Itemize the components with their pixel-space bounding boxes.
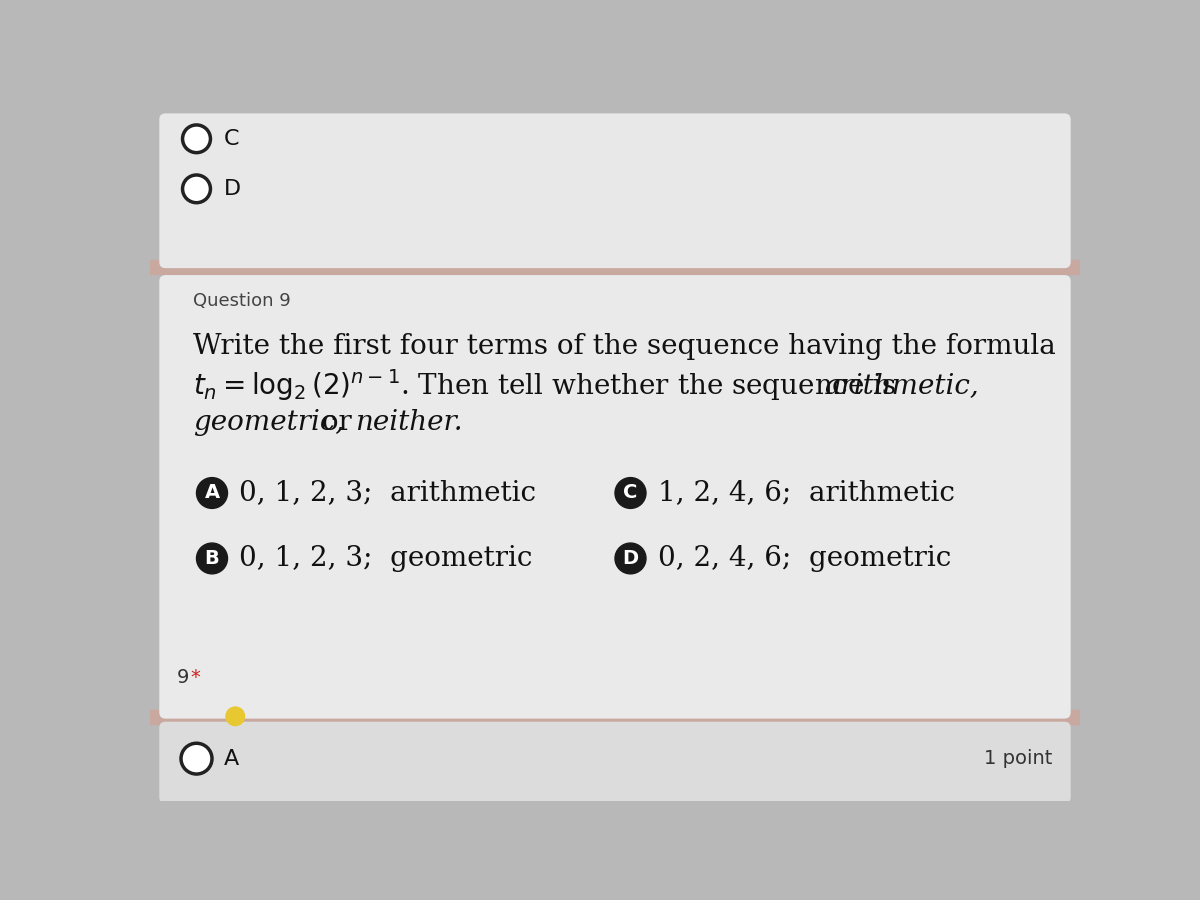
Circle shape [181,743,212,774]
FancyBboxPatch shape [160,275,1070,718]
FancyBboxPatch shape [160,722,1070,804]
Circle shape [182,175,210,202]
Text: 0, 1, 2, 3;  arithmetic: 0, 1, 2, 3; arithmetic [239,480,536,507]
Text: 1, 2, 4, 6;  arithmetic: 1, 2, 4, 6; arithmetic [658,480,954,507]
Text: $t_n = \log_2(2)^{n-1}$. Then tell whether the sequence is: $t_n = \log_2(2)^{n-1}$. Then tell wheth… [193,367,898,403]
Text: D: D [223,179,241,199]
Text: 0, 1, 2, 3;  geometric: 0, 1, 2, 3; geometric [239,544,533,572]
Circle shape [182,125,210,153]
Circle shape [197,478,228,508]
Text: 9: 9 [178,669,190,688]
Text: 0, 2, 4, 6;  geometric: 0, 2, 4, 6; geometric [658,544,950,572]
Text: A: A [223,749,239,769]
Text: geometric,: geometric, [193,409,344,436]
Circle shape [616,543,646,574]
Text: arithmetic,: arithmetic, [824,372,979,399]
Circle shape [226,707,245,725]
Text: *: * [191,669,200,688]
Text: 1 point: 1 point [984,749,1052,769]
Text: Write the first four terms of the sequence having the formula: Write the first four terms of the sequen… [193,333,1055,360]
Text: Question 9: Question 9 [193,292,290,310]
Text: B: B [205,549,220,568]
Text: C: C [223,129,239,148]
Text: A: A [204,483,220,502]
Text: D: D [623,549,638,568]
Text: neither.: neither. [355,409,463,436]
Bar [150,260,1080,274]
FancyBboxPatch shape [160,113,1070,268]
Circle shape [197,543,228,574]
Text: or: or [313,409,360,436]
Circle shape [616,478,646,508]
Bar [150,710,1080,724]
Text: C: C [623,483,637,502]
